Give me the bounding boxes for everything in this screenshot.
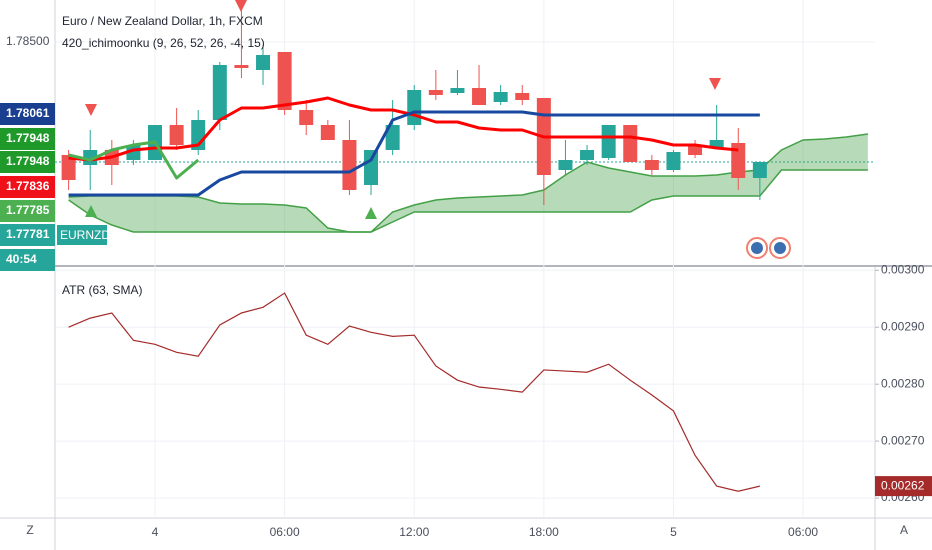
price-badges: 1.78061 1.77948 1.77948 1.77836 1.77785 1.777… — [0, 103, 55, 271]
last-value-badge — [875, 476, 932, 497]
candle-body — [364, 150, 379, 185]
chart-title: Euro / New Zealand Dollar, 1h, FXCM — [62, 14, 263, 28]
indicator-line — [68, 140, 200, 180]
price-badge — [0, 103, 55, 125]
axis-button[interactable] — [18, 520, 42, 542]
event-icon[interactable] — [769, 237, 791, 259]
candle-body — [752, 162, 767, 178]
price-badge — [0, 224, 55, 246]
event-icon[interactable] — [746, 237, 768, 259]
cloud-fill — [68, 134, 868, 232]
candle-body — [450, 88, 465, 93]
candle-body — [342, 140, 357, 190]
y-tick-label: 0.00270 — [881, 433, 925, 447]
candle-layer — [61, 0, 767, 205]
price-badge — [0, 176, 55, 198]
y-tick-label: 1.78500 — [6, 34, 50, 48]
line-layer — [68, 96, 761, 492]
atr-title: ATR (63, SMA) — [62, 283, 142, 297]
candle-body — [428, 90, 443, 95]
sell-signal — [235, 0, 247, 12]
candle-body — [709, 140, 724, 147]
x-tick-label: 06:00 — [788, 525, 818, 539]
candle-body — [644, 160, 659, 170]
price-badge-label: 1.77781 — [6, 227, 50, 241]
axis-button[interactable] — [892, 520, 916, 542]
x-tick-label: 18:00 — [529, 525, 559, 539]
candle-body — [558, 160, 573, 170]
event-globe[interactable] — [751, 242, 763, 254]
price-badge — [0, 151, 55, 173]
candle-body — [61, 155, 76, 180]
candle-body — [407, 90, 422, 125]
cloud-edge — [68, 169, 868, 233]
price-badge-label: 40:54 — [6, 252, 37, 266]
candle-body — [385, 125, 400, 150]
price-badge-label: 1.77948 — [6, 131, 50, 145]
candle-body — [277, 52, 292, 110]
candle-body — [320, 125, 335, 140]
atr-line — [68, 292, 761, 492]
candle-body — [83, 150, 98, 165]
price-badge-label: 1.77785 — [6, 203, 50, 217]
y-tick-label: 0.00280 — [881, 376, 925, 390]
last-value-label: 0.00262 — [881, 478, 925, 492]
candle-body — [472, 88, 487, 105]
price-badge-label: 1.78061 — [6, 106, 50, 120]
y-tick-label: 0.00290 — [881, 319, 925, 333]
price-badge — [0, 128, 55, 150]
candle-body — [299, 110, 314, 125]
candle-body — [580, 150, 595, 160]
candle-body — [212, 65, 227, 120]
indicator-line — [68, 110, 760, 197]
indicator-title: 420_ichimoonku (9, 26, 52, 26, -4, 15) — [62, 36, 265, 50]
candle-body — [234, 65, 249, 68]
buy-signal — [365, 207, 377, 219]
candle-body — [731, 143, 746, 178]
indicator-line — [68, 96, 739, 162]
candle-body — [169, 125, 184, 145]
candle-body — [623, 125, 638, 162]
sell-signal — [85, 104, 97, 116]
x-tick-label: 4 — [152, 525, 159, 539]
candle-body — [493, 92, 508, 102]
price-badge-label: 1.77948 — [6, 154, 50, 168]
x-tick-label: 5 — [670, 525, 677, 539]
price-badge — [0, 200, 55, 222]
event-globe[interactable] — [774, 242, 786, 254]
axis-button-label[interactable]: Z — [26, 523, 33, 537]
candle-body — [601, 125, 616, 158]
x-tick-label: 12:00 — [399, 525, 429, 539]
sell-signal — [709, 78, 721, 90]
candle-body — [256, 55, 271, 70]
price-badge-label: 1.77836 — [6, 179, 50, 193]
candle-body — [688, 145, 703, 155]
price-badge — [0, 249, 55, 271]
candle-body — [515, 93, 530, 100]
buy-signal — [85, 205, 97, 217]
symbol-label: EURNZD — [60, 228, 110, 242]
candle-body — [666, 152, 681, 170]
axis-button-label[interactable]: A — [900, 523, 908, 537]
symbol-label-bg — [57, 225, 107, 245]
x-tick-label: 06:00 — [270, 525, 300, 539]
y-tick-label: 0.00300 — [881, 262, 925, 276]
